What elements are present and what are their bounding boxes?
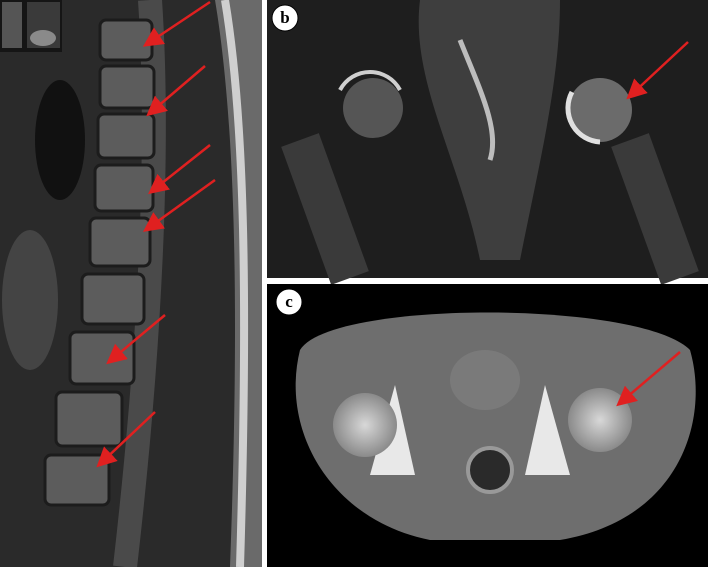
panel-label: c <box>285 292 293 311</box>
panel-a <box>0 0 262 567</box>
panel-c: c <box>267 284 708 567</box>
panel-label: b <box>280 8 289 27</box>
panel-b: b <box>267 0 708 285</box>
